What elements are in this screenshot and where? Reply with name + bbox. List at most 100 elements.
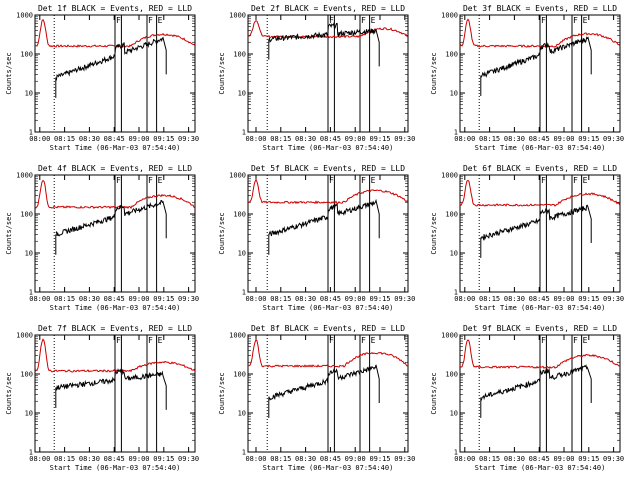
- x-axis-label: Start Time (06-Mar-03 07:54:40): [50, 464, 181, 472]
- x-tick-label: 08:15: [54, 455, 75, 463]
- x-tick-label: 08:00: [245, 295, 266, 303]
- x-tick-label: 08:15: [479, 135, 500, 143]
- events-series-line: [268, 22, 380, 67]
- x-tick-label: 09:15: [578, 295, 599, 303]
- events-series-line: [268, 364, 380, 403]
- x-tick-label: 08:30: [504, 135, 525, 143]
- y-tick-label: 10: [25, 90, 33, 98]
- x-tick-label: 09:30: [603, 455, 624, 463]
- y-axis-label: Counts/sec: [218, 52, 226, 94]
- events-series-line: [55, 199, 167, 239]
- panel-title: Det 9f BLACK = Events, RED = LLD: [463, 324, 617, 333]
- x-tick-label: 09:00: [553, 295, 574, 303]
- x-tick-label: 08:45: [320, 455, 341, 463]
- flag-label: E: [158, 176, 163, 185]
- y-axis-label: Counts/sec: [5, 52, 13, 94]
- y-tick-label: 1: [29, 449, 33, 457]
- y-tick-label: 1000: [16, 172, 33, 180]
- y-axis-label: Counts/sec: [218, 212, 226, 254]
- x-tick-label: 08:00: [29, 295, 50, 303]
- x-tick-label: 08:30: [79, 455, 100, 463]
- panel-4: Det 4f BLACK = Events, RED = LLD 1000 100 1…: [5, 164, 199, 312]
- panel-title: Det 3f BLACK = Events, RED = LLD: [463, 4, 617, 13]
- x-tick-label: 08:00: [245, 135, 266, 143]
- x-tick-label: 08:30: [295, 295, 316, 303]
- x-tick-label: 09:15: [578, 455, 599, 463]
- y-tick-label: 100: [445, 371, 458, 379]
- x-tick-label: 08:00: [29, 455, 50, 463]
- flag-label: E: [371, 176, 376, 185]
- flag-label: E: [158, 16, 163, 25]
- x-tick-label: 08:30: [504, 295, 525, 303]
- x-tick-label: 09:30: [178, 295, 199, 303]
- y-tick-label: 10: [450, 410, 458, 418]
- x-tick-label: 08:30: [295, 135, 316, 143]
- x-tick-label: 09:15: [369, 295, 390, 303]
- flag-label: E: [583, 336, 588, 345]
- x-tick-label: 09:30: [178, 455, 199, 463]
- flag-label: F: [329, 176, 334, 185]
- flag-label: E: [583, 176, 588, 185]
- lld-series-line: [34, 338, 196, 373]
- lld-series-line: [247, 338, 409, 368]
- y-tick-label: 100: [445, 211, 458, 219]
- x-tick-label: 09:30: [394, 295, 415, 303]
- x-tick-label: 08:15: [479, 455, 500, 463]
- x-tick-label: 08:30: [295, 455, 316, 463]
- x-tick-label: 09:15: [578, 135, 599, 143]
- x-tick-label: 08:15: [270, 295, 291, 303]
- x-tick-label: 08:45: [529, 295, 550, 303]
- y-tick-label: 10: [238, 250, 246, 258]
- y-tick-label: 10: [450, 250, 458, 258]
- y-axis-label: Counts/sec: [218, 372, 226, 414]
- panel-7: Det 7f BLACK = Events, RED = LLD 1000 100 1…: [5, 324, 199, 472]
- x-tick-label: 08:45: [104, 135, 125, 143]
- flag-label: F: [329, 336, 334, 345]
- y-axis-label: Counts/sec: [430, 52, 438, 94]
- y-axis-label: Counts/sec: [430, 372, 438, 414]
- y-tick-label: 10: [450, 90, 458, 98]
- y-tick-label: 100: [233, 371, 246, 379]
- y-tick-label: 100: [233, 51, 246, 59]
- x-tick-label: 08:15: [54, 135, 75, 143]
- lld-series-line: [34, 18, 196, 48]
- y-tick-label: 100: [233, 211, 246, 219]
- y-tick-label: 100: [20, 51, 33, 59]
- flag-label: F: [573, 336, 578, 345]
- x-tick-label: 08:45: [104, 455, 125, 463]
- flag-label: F: [116, 176, 121, 185]
- panel-6: Det 6f BLACK = Events, RED = LLD 1000 100 1…: [430, 164, 624, 312]
- x-tick-label: 08:45: [529, 455, 550, 463]
- y-tick-label: 1000: [229, 172, 246, 180]
- y-tick-label: 1: [242, 289, 246, 297]
- flag-label: F: [148, 176, 153, 185]
- panel-5: Det 5f BLACK = Events, RED = LLD 1000 100 1…: [218, 164, 415, 312]
- events-series-line: [480, 204, 592, 243]
- y-tick-label: 1000: [229, 332, 246, 340]
- x-tick-label: 08:15: [54, 295, 75, 303]
- panel-title: Det 2f BLACK = Events, RED = LLD: [251, 4, 405, 13]
- x-axis-label: Start Time (06-Mar-03 07:54:40): [263, 304, 394, 312]
- y-axis-label: Counts/sec: [430, 212, 438, 254]
- x-axis-label: Start Time (06-Mar-03 07:54:40): [475, 304, 606, 312]
- panel-1: Det 1f BLACK = Events, RED = LLD 1000 100 1…: [5, 4, 199, 152]
- flag-label: F: [116, 336, 121, 345]
- x-tick-label: 09:00: [128, 135, 149, 143]
- events-series-line: [480, 36, 592, 78]
- flag-label: F: [541, 16, 546, 25]
- x-axis-label: Start Time (06-Mar-03 07:54:40): [50, 144, 181, 152]
- panel-9: Det 9f BLACK = Events, RED = LLD 1000 100 1…: [430, 324, 624, 472]
- panel-title: Det 7f BLACK = Events, RED = LLD: [38, 324, 192, 333]
- panel-3: Det 3f BLACK = Events, RED = LLD 1000 100 1…: [430, 4, 624, 152]
- events-series-line: [55, 368, 167, 410]
- x-axis-label: Start Time (06-Mar-03 07:54:40): [263, 144, 394, 152]
- x-tick-label: 08:15: [479, 295, 500, 303]
- flag-label: F: [573, 16, 578, 25]
- y-tick-label: 100: [20, 211, 33, 219]
- x-axis-label: Start Time (06-Mar-03 07:54:40): [475, 144, 606, 152]
- y-tick-label: 1: [242, 449, 246, 457]
- x-tick-label: 08:00: [454, 135, 475, 143]
- flag-label: F: [573, 176, 578, 185]
- flag-label: F: [329, 16, 334, 25]
